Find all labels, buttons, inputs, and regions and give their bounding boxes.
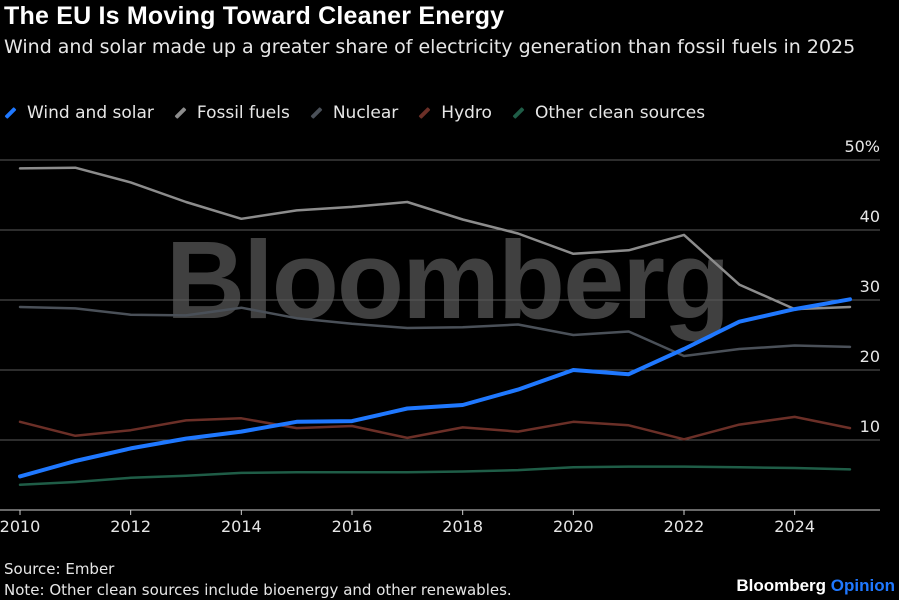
series-line-wind-solar [18,297,852,479]
series-lines [18,166,852,487]
y-tick-label: 10 [860,417,880,436]
series-line-hydro [18,415,852,441]
y-axis-ticks: 10 20 30 40 50% [844,137,880,436]
series-line-nuclear [18,305,852,358]
legend-item-hydro: Hydro [418,103,492,123]
x-tick-label: 2016 [332,517,373,536]
x-tick-label: 2012 [110,517,151,536]
x-tick-label: 2018 [442,517,483,536]
x-tick-label: 2020 [553,517,594,536]
legend-item-other-clean: Other clean sources [512,103,705,123]
bloomberg-watermark: Bloomberg [166,219,729,342]
y-tick-label: 30 [860,277,880,296]
series-line-other-clean [18,465,852,487]
x-tick-label: 2014 [221,517,262,536]
y-tick-label: 50% [844,137,880,156]
x-axis-ticks: 2010 2012 2014 2016 2018 2020 2022 2024 [0,510,815,536]
x-tick-label: 2022 [664,517,705,536]
chart-title: The EU Is Moving Toward Cleaner Energy [4,2,505,30]
brand-suffix: Opinion [830,576,895,595]
gridlines [0,159,880,511]
y-tick-label: 40 [860,207,880,226]
brand-logo: Bloomberg Opinion [736,576,895,596]
source-note: Source: Ember [4,560,115,578]
legend-label-fossil-fuels: Fossil fuels [196,103,290,123]
legend-label-nuclear: Nuclear [332,103,399,123]
legend-label-wind-solar: Wind and solar [27,103,154,123]
legend-label-hydro: Hydro [441,103,492,123]
y-tick-label: 20 [860,347,880,366]
footnote: Note: Other clean sources include bioene… [4,581,512,599]
x-tick-label: 2024 [774,517,815,536]
series-line-fossil-fuels [18,166,852,311]
legend-item-nuclear: Nuclear [310,103,398,123]
legend-item-wind-solar: Wind and solar [4,103,154,123]
brand-name: Bloomberg [736,576,827,595]
legend-label-other-clean: Other clean sources [534,103,706,123]
legend-item-fossil-fuels: Fossil fuels [174,103,290,123]
x-tick-label: 2010 [0,517,40,536]
chart-subtitle: Wind and solar made up a greater share o… [4,36,856,58]
chart-legend: Wind and solar Fossil fuels Nuclear Hydr… [4,101,725,125]
